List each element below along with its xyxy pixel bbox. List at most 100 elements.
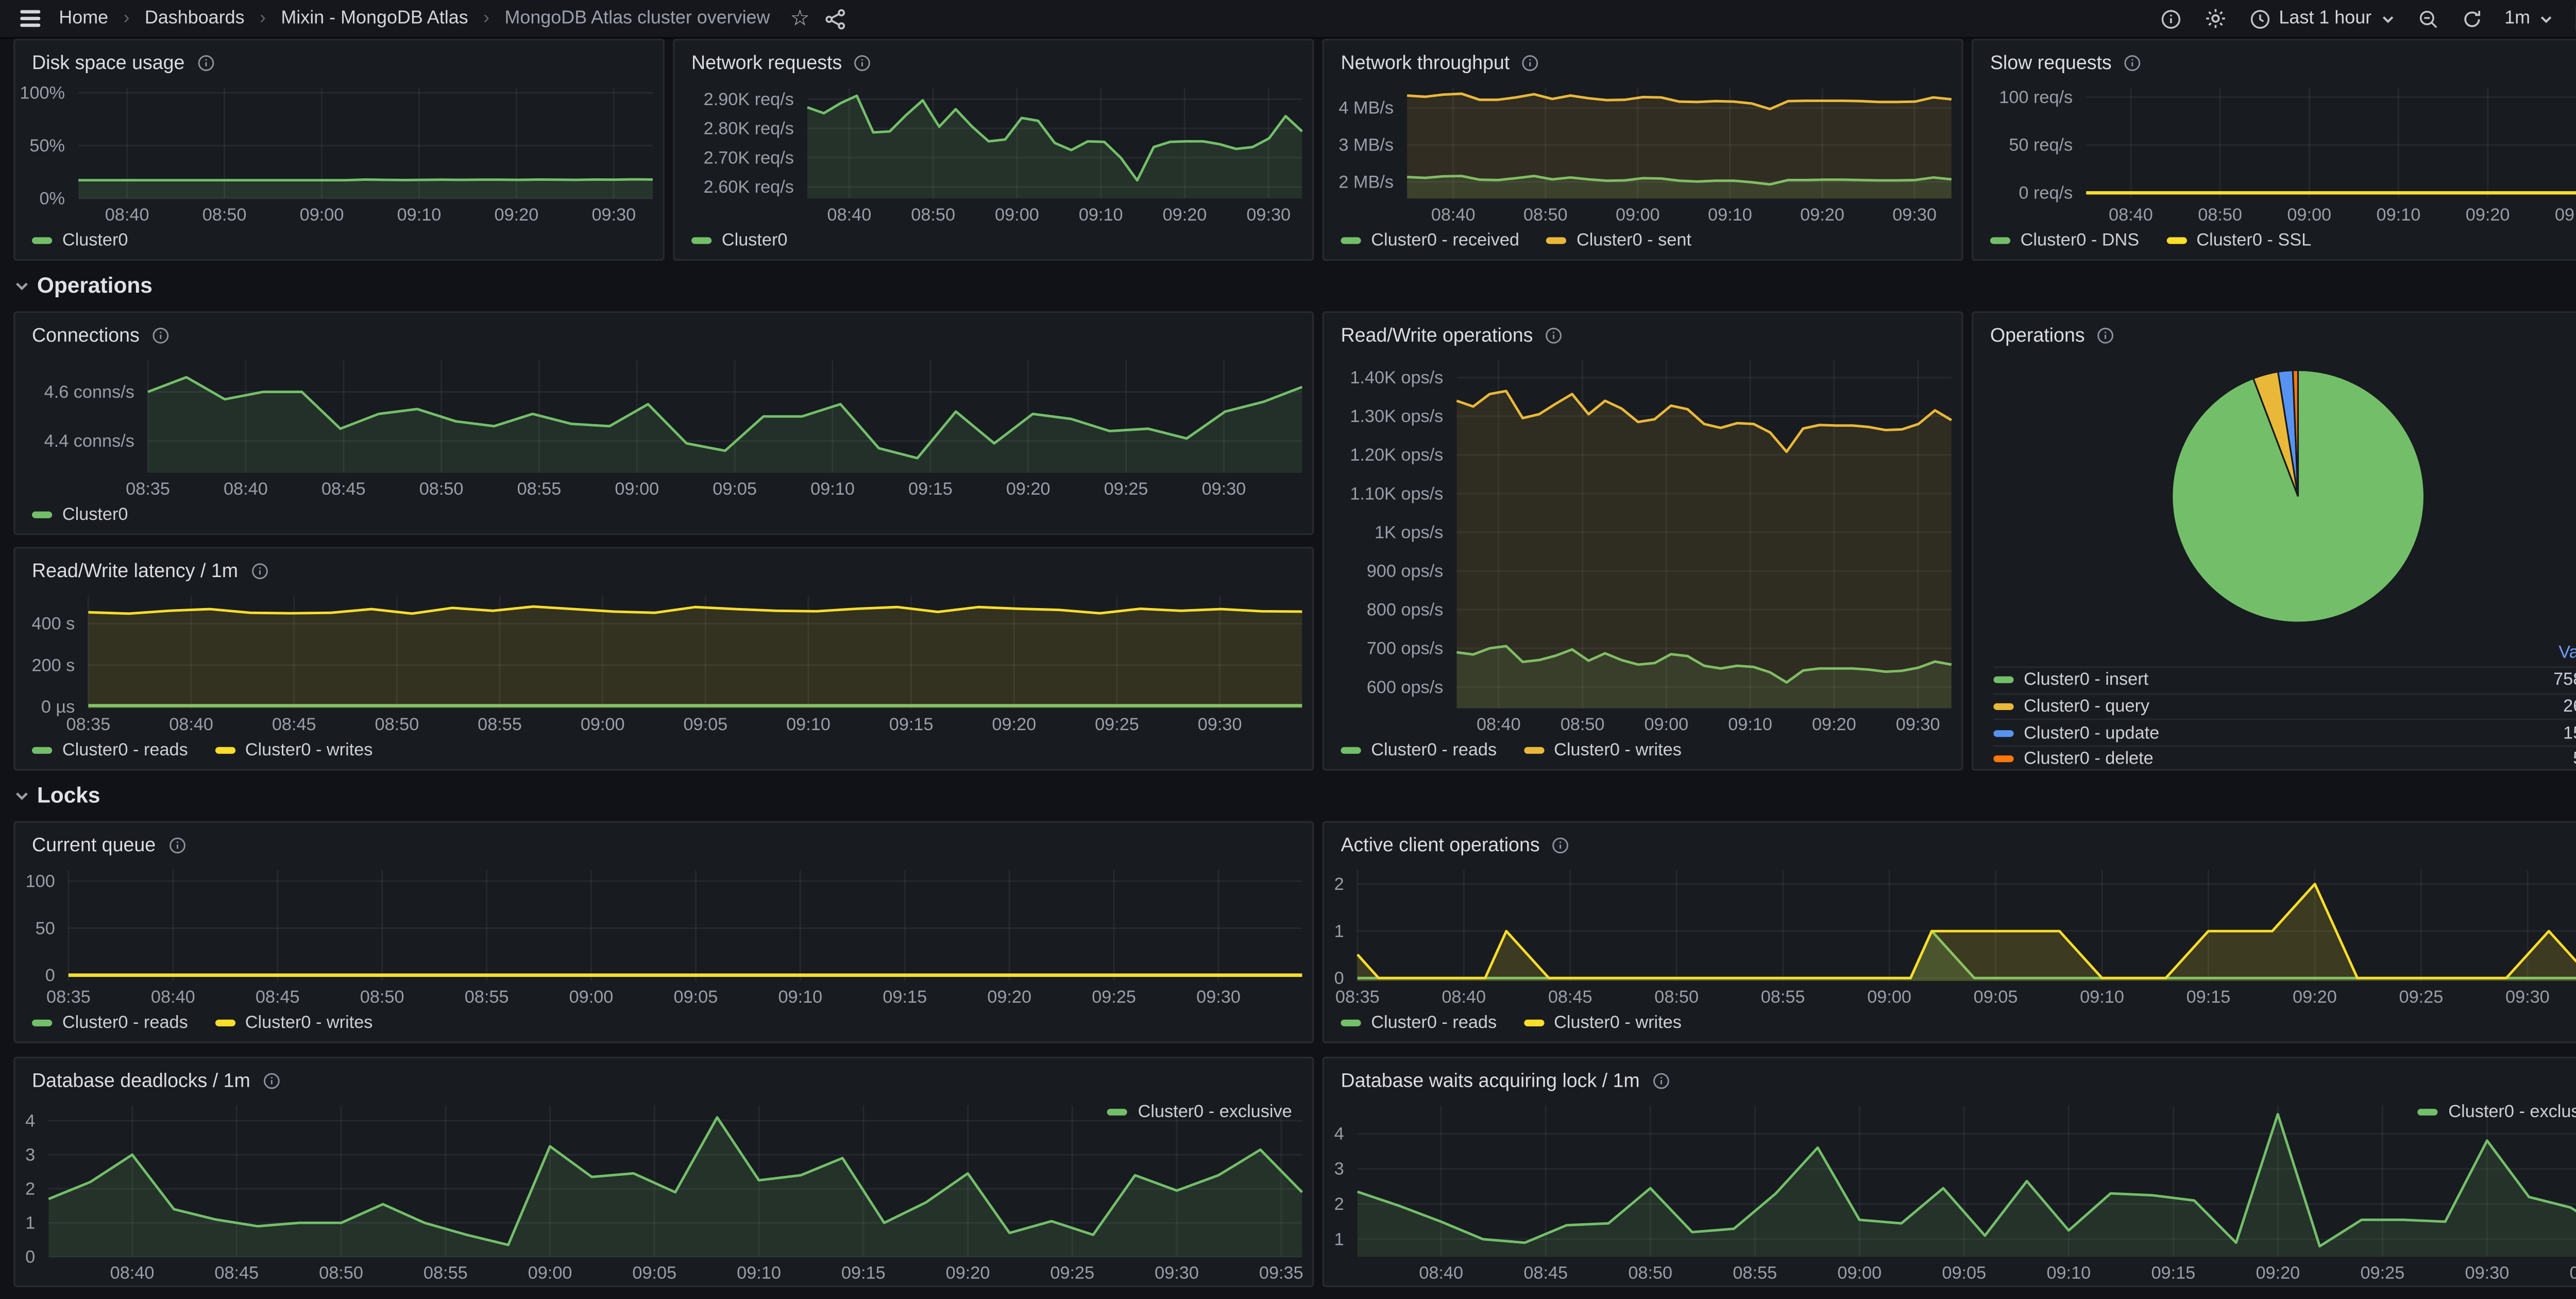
- legend-color-pill: [32, 511, 53, 518]
- time-series-chart[interactable]: 08:40 08:50 09:00 09:10 09:20 09:30 2 MB/s 3 MB…: [1324, 79, 1962, 227]
- time-series-chart[interactable]: 08:35 08:40 08:45 08:50 08:55 09:00 09:05 09:10…: [15, 351, 1312, 501]
- info-icon[interactable]: [262, 1072, 281, 1090]
- zoom-out-icon[interactable]: [2417, 8, 2438, 29]
- legend-item[interactable]: Cluster0 - reads: [1341, 740, 1497, 761]
- time-series-chart[interactable]: 08:40 08:50 09:00 09:10 09:20 09:30 2.60K req/…: [674, 79, 1312, 227]
- info-icon[interactable]: [1545, 326, 1563, 345]
- time-series-chart[interactable]: 08:35 08:40 08:45 08:50 08:55 09:00 09:05 09:10…: [15, 862, 1312, 1009]
- svg-text:09:10: 09:10: [2080, 987, 2124, 1007]
- table-row[interactable]: Cluster0 - update 1508: [1993, 719, 2576, 746]
- svg-text:09:00: 09:00: [569, 987, 614, 1007]
- breadcrumb-dashboards[interactable]: Dashboards: [144, 8, 245, 29]
- dashboard-insights-icon[interactable]: [2160, 8, 2181, 29]
- svg-text:09:10: 09:10: [1079, 205, 1123, 225]
- panel-title[interactable]: Current queue: [32, 835, 156, 856]
- section-row-locks[interactable]: Locks: [13, 782, 100, 807]
- svg-text:09:30: 09:30: [591, 205, 636, 225]
- legend-item[interactable]: Cluster0 - sent: [1546, 230, 1691, 251]
- legend-item[interactable]: Cluster0: [691, 230, 788, 251]
- panel-title[interactable]: Slow requests: [1990, 53, 2112, 74]
- star-icon[interactable]: ☆: [790, 5, 810, 30]
- legend-item-label: Cluster0 - reads: [62, 1013, 188, 1033]
- svg-text:08:40: 08:40: [1442, 987, 1486, 1007]
- time-series-chart[interactable]: 08:40 08:50 09:00 09:10 09:20 09:30 600 ops/s 7…: [1324, 351, 1962, 737]
- info-icon[interactable]: [151, 326, 170, 345]
- section-row-operations[interactable]: Operations: [13, 273, 152, 298]
- panel-database-deadlocks: Database deadlocks / 1m 08:40 08:45 08:50 0…: [13, 1056, 1314, 1287]
- time-series-chart[interactable]: 08:35 08:40 08:45 08:50 08:55 09:00 09:05 09:10…: [1324, 862, 2576, 1009]
- legend-item-label: Cluster0 - sent: [1577, 230, 1691, 251]
- panel-title[interactable]: Read/Write operations: [1341, 325, 1533, 346]
- legend-item[interactable]: Cluster0 - exclusive: [2418, 1102, 2576, 1122]
- legend-item[interactable]: Cluster0 - writes: [1523, 740, 1682, 761]
- legend-color-pill: [1546, 237, 1567, 244]
- legend-item[interactable]: Cluster0 - writes: [214, 1013, 372, 1033]
- legend-item[interactable]: Cluster0: [32, 505, 128, 525]
- table-row[interactable]: Cluster0 - delete 534: [1993, 745, 2576, 772]
- info-icon[interactable]: [1551, 836, 1570, 855]
- legend-item-label: Cluster0 - writes: [1554, 740, 1682, 761]
- panel-title[interactable]: Read/Write latency / 1m: [32, 561, 239, 582]
- svg-text:4 MB/s: 4 MB/s: [1338, 98, 1394, 118]
- time-series-chart[interactable]: 08:35 08:40 08:45 08:50 08:55 09:00 09:05 09:10…: [15, 587, 1312, 737]
- legend-color-pill: [2418, 1108, 2438, 1116]
- legend-item-label: Cluster0 - reads: [1371, 740, 1497, 761]
- panel-title[interactable]: Database deadlocks / 1m: [32, 1071, 250, 1091]
- info-icon[interactable]: [2124, 54, 2142, 72]
- time-range-picker[interactable]: Last 1 hour: [2249, 8, 2395, 29]
- svg-text:08:40: 08:40: [105, 205, 149, 225]
- refresh-interval-picker[interactable]: 1m: [2504, 8, 2554, 29]
- legend-item-label: Cluster0 - SSL: [2196, 230, 2312, 251]
- refresh-interval-label: 1m: [2504, 8, 2531, 29]
- time-series-chart[interactable]: 08:40 08:50 09:00 09:10 09:20 09:30 0% 50% 100%: [15, 79, 663, 227]
- dashboard-settings-gear-icon[interactable]: [2203, 7, 2227, 30]
- info-icon[interactable]: [250, 562, 268, 581]
- legend-item[interactable]: Cluster0 - reads: [32, 1013, 188, 1033]
- info-icon[interactable]: [854, 54, 872, 72]
- refresh-icon[interactable]: [2461, 8, 2482, 29]
- legend-item[interactable]: Cluster0 - reads: [32, 740, 188, 761]
- series-name: Cluster0 - delete: [2024, 749, 2154, 770]
- legend-item[interactable]: Cluster0 - SSL: [2166, 230, 2312, 251]
- info-icon[interactable]: [1652, 1072, 1670, 1090]
- time-series-chart[interactable]: 08:40 08:45 08:50 08:55 09:00 09:05 09:10 09:15…: [1324, 1097, 2576, 1286]
- svg-text:0 req/s: 0 req/s: [2019, 183, 2073, 203]
- table-row[interactable]: Cluster0 - query 2614: [1993, 693, 2576, 719]
- panel-title[interactable]: Disk space usage: [32, 53, 185, 74]
- panel-title[interactable]: Connections: [32, 325, 140, 346]
- legend-item[interactable]: Cluster0 - reads: [1341, 1013, 1497, 1033]
- panel-title[interactable]: Database waits acquiring lock / 1m: [1341, 1071, 1640, 1091]
- svg-text:2 MB/s: 2 MB/s: [1338, 172, 1394, 192]
- legend-item[interactable]: Cluster0 - writes: [1523, 1013, 1682, 1033]
- svg-text:09:05: 09:05: [674, 987, 718, 1007]
- legend-item[interactable]: Cluster0 - exclusive: [1107, 1102, 1292, 1122]
- pie-slice[interactable]: [2292, 369, 2299, 497]
- info-icon[interactable]: [1521, 54, 1540, 72]
- svg-text:09:30: 09:30: [1896, 715, 1940, 734]
- menu-icon[interactable]: [17, 7, 44, 30]
- panel-title[interactable]: Operations: [1990, 325, 2085, 346]
- legend-item[interactable]: Cluster0 - received: [1341, 230, 1519, 251]
- breadcrumb-home[interactable]: Home: [59, 8, 109, 29]
- panel-header: Disk space usage: [15, 40, 663, 79]
- legend-item[interactable]: Cluster0 - writes: [214, 740, 372, 761]
- share-icon[interactable]: [825, 8, 846, 29]
- breadcrumb-folder[interactable]: Mixin - MongoDB Atlas: [281, 8, 468, 29]
- info-icon[interactable]: [196, 54, 215, 72]
- svg-text:09:25: 09:25: [1095, 715, 1139, 734]
- info-icon[interactable]: [167, 836, 186, 855]
- legend-color-pill: [2166, 237, 2187, 244]
- time-series-chart[interactable]: 08:40 08:45 08:50 08:55 09:00 09:05 09:10 09:15…: [15, 1097, 1312, 1286]
- legend-item[interactable]: Cluster0: [32, 230, 128, 251]
- panel-title[interactable]: Network requests: [691, 53, 842, 74]
- svg-text:2: 2: [1334, 1194, 1344, 1214]
- value-column-header[interactable]: Value: [2558, 643, 2576, 663]
- panel-title[interactable]: Network throughput: [1341, 53, 1510, 74]
- info-icon[interactable]: [2096, 326, 2115, 345]
- svg-text:09:20: 09:20: [2256, 1263, 2300, 1283]
- time-series-chart[interactable]: 08:40 08:50 09:00 09:10 09:20 09:30 0 req/s 50 …: [1973, 79, 2576, 227]
- pie-chart[interactable]: [1973, 351, 2576, 639]
- panel-title[interactable]: Active client operations: [1341, 835, 1540, 856]
- table-row[interactable]: Cluster0 - insert 75897: [1993, 666, 2576, 693]
- legend-item[interactable]: Cluster0 - DNS: [1990, 230, 2139, 251]
